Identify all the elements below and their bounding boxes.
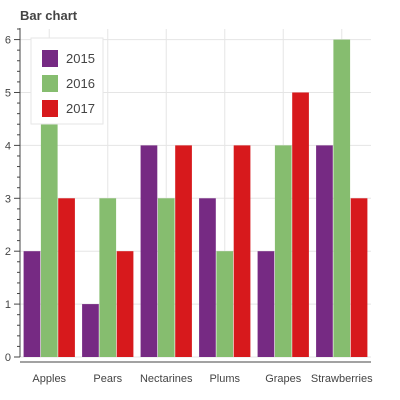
legend-swatch: [42, 50, 58, 67]
legend-label: 2015: [66, 51, 95, 66]
bar-2016-pears: [99, 198, 117, 357]
bar-2015-strawberries: [316, 145, 333, 357]
bar-2016-apples: [40, 92, 58, 357]
bar-2015-nectarines: [140, 145, 158, 357]
y-tick-label: 4: [5, 140, 11, 152]
legend-label: 2016: [66, 76, 95, 91]
y-tick-label: 6: [5, 35, 11, 47]
y-tick-label: 3: [5, 193, 11, 205]
x-tick-label: Nectarines: [140, 373, 193, 385]
y-tick-label: 0: [5, 352, 11, 364]
legend-label: 2017: [66, 101, 95, 116]
bar-2017-plums: [233, 145, 251, 357]
legend-swatch: [42, 100, 58, 117]
bar-2017-strawberries: [350, 198, 368, 357]
bar-2016-plums: [216, 251, 234, 357]
x-tick-label: Plums: [209, 373, 240, 385]
y-tick-label: 1: [5, 299, 11, 311]
bars: [23, 39, 368, 357]
x-tick-label: Pears: [93, 373, 122, 385]
bar-2017-pears: [116, 251, 134, 357]
axes: 0 1 2 3 4 5 6 Apples Pears Nectarines Plums Grapes S…: [5, 28, 373, 385]
x-tick-label: Strawberries: [311, 373, 373, 385]
bar-2016-nectarines: [157, 198, 175, 357]
bar-2017-nectarines: [175, 145, 192, 357]
bar-2015-plums: [199, 198, 216, 357]
bar-2016-grapes: [274, 145, 292, 357]
bar-2017-apples: [58, 198, 75, 357]
y-tick-label: 2: [5, 246, 11, 258]
bar-2015-apples: [23, 251, 41, 357]
chart-title: Bar chart: [20, 8, 78, 23]
bar-2015-pears: [82, 304, 99, 357]
y-tick-label: 5: [5, 87, 11, 99]
bar-2016-strawberries: [333, 39, 351, 357]
x-tick-label: Apples: [32, 373, 66, 385]
legend-swatch: [42, 75, 58, 92]
legend: 2015 2016 2017: [30, 37, 104, 125]
x-tick-label: Grapes: [265, 373, 302, 385]
bar-2015-grapes: [257, 251, 275, 357]
bar-2017-grapes: [292, 92, 309, 357]
